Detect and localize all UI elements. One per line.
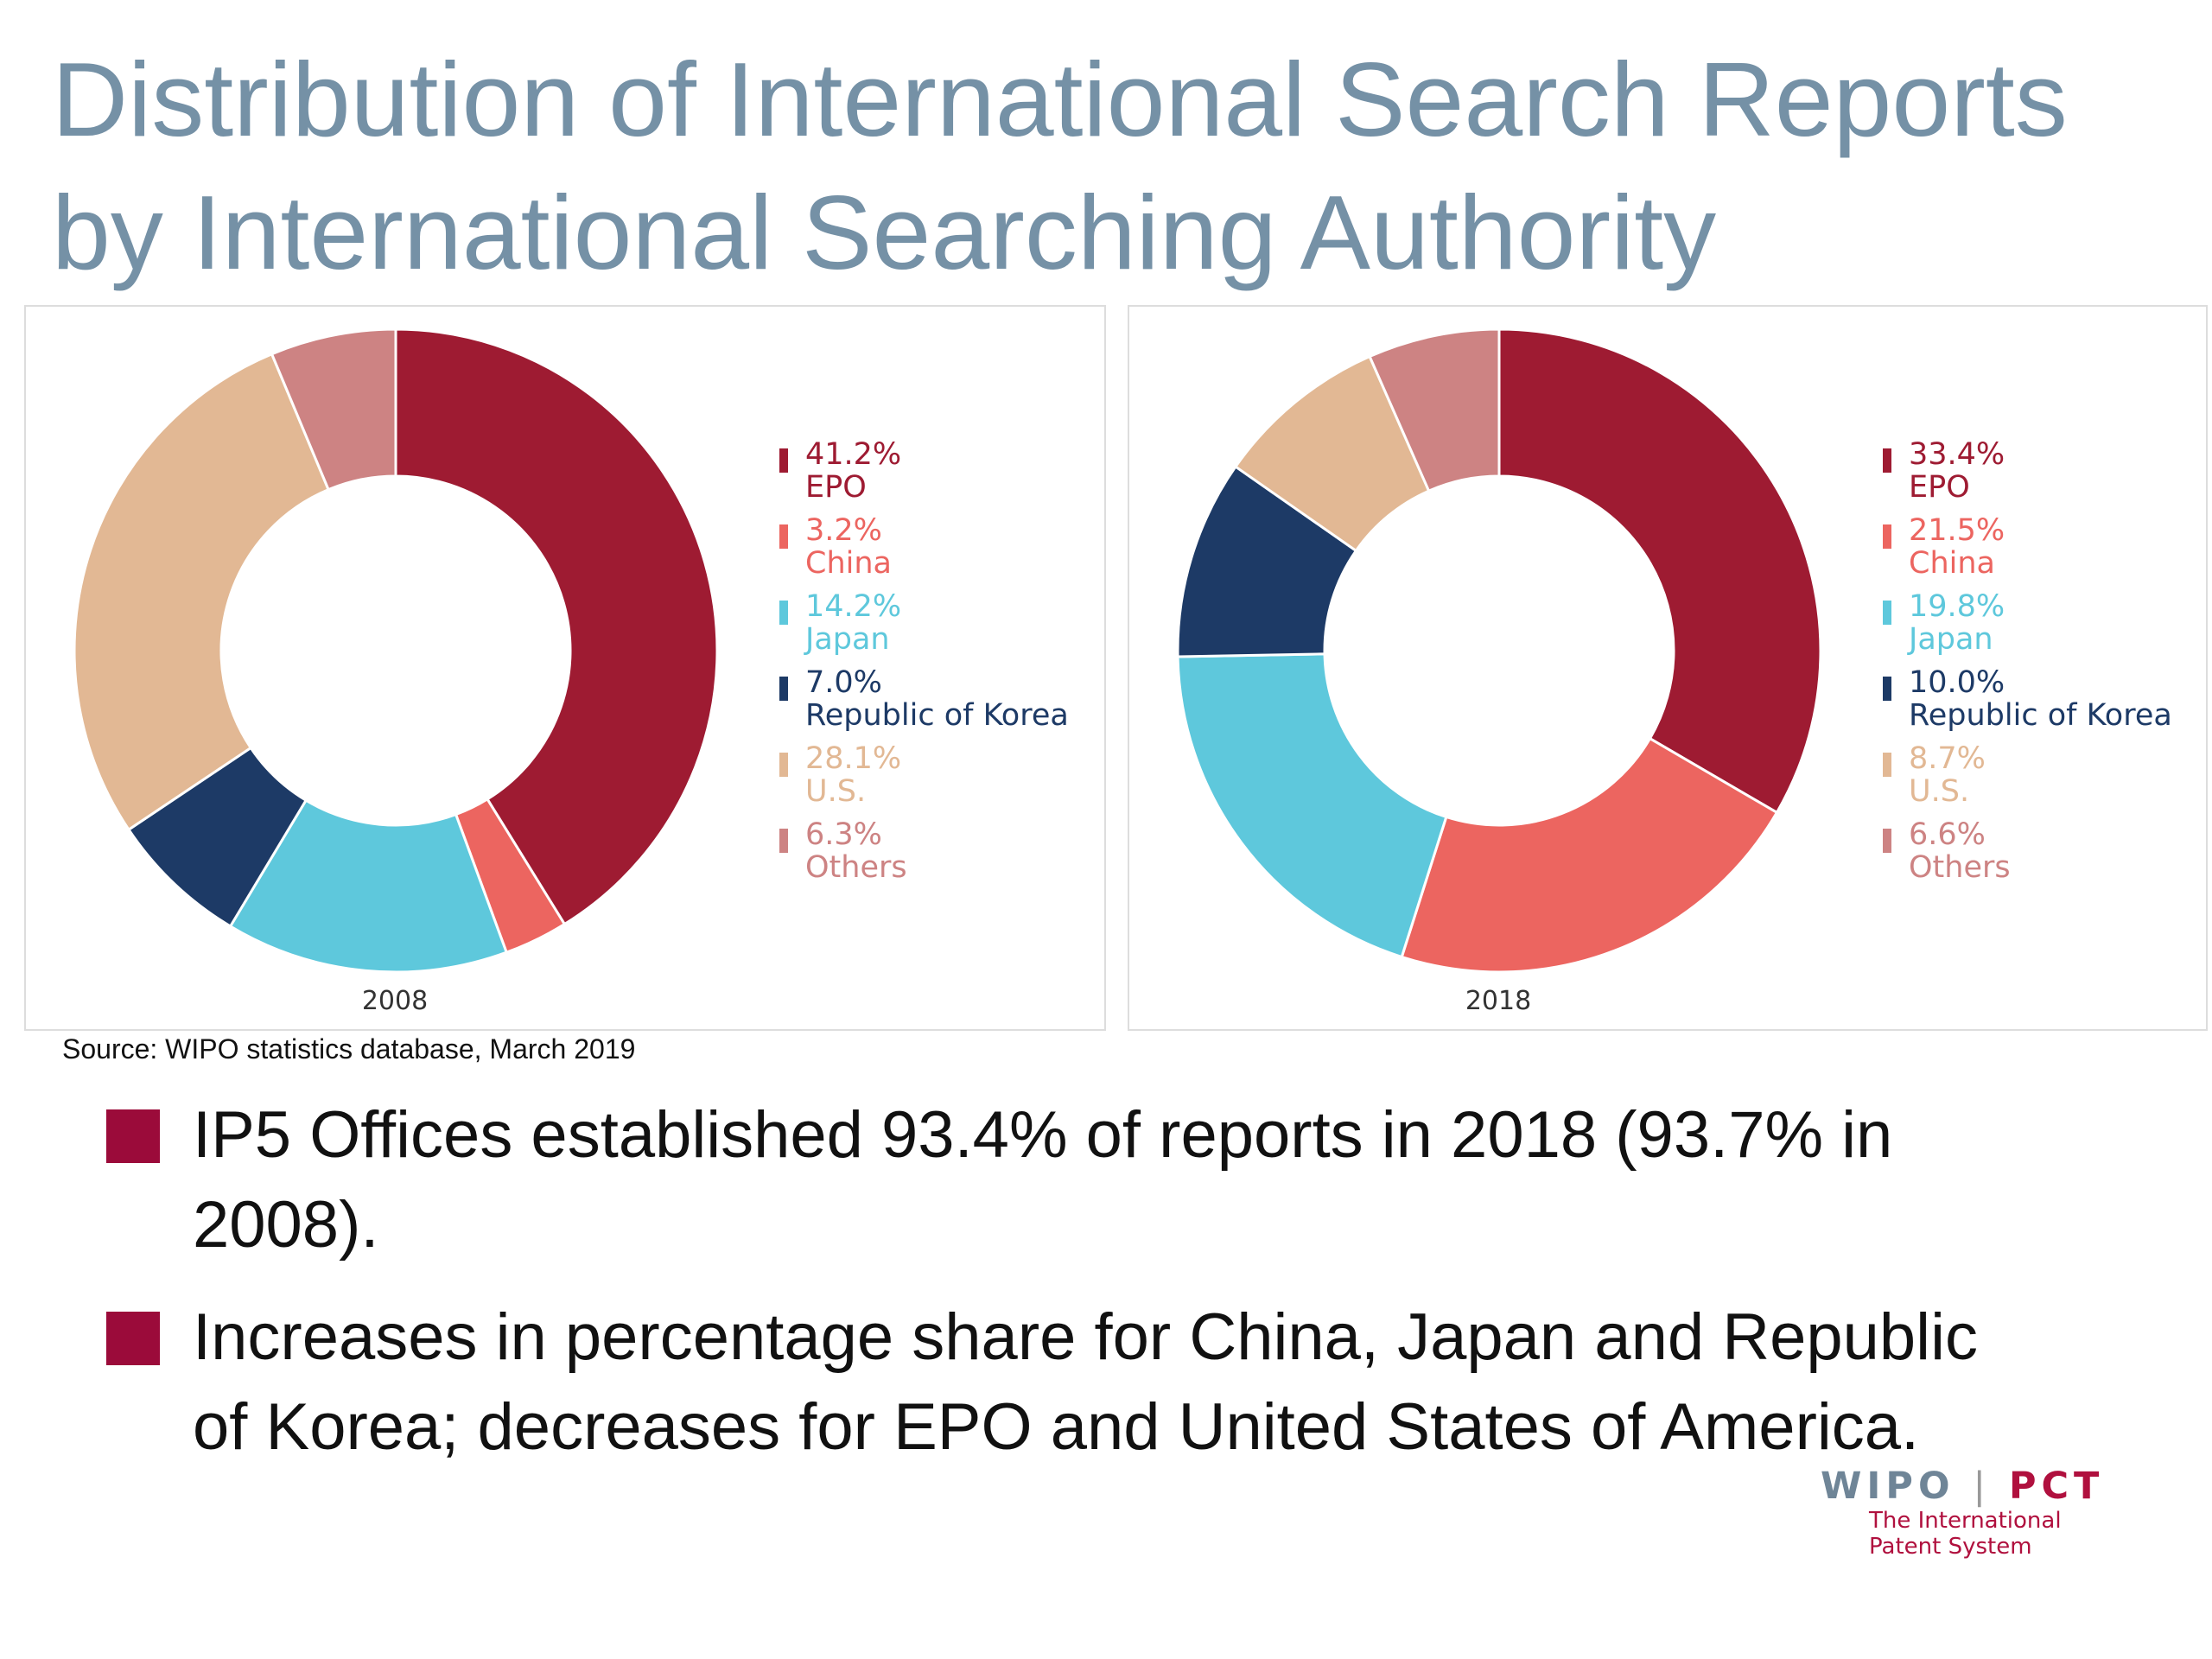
legend-label-epo: EPO [1909,470,1970,505]
donut-slice-china [1400,736,1779,974]
legend-label-others: Others [805,850,907,885]
legend-item-others: 6.3% Others [779,818,1069,894]
legend-2008: 41.2% EPO 3.2% China 14.2% Japan 7.0% Republic … [779,438,1069,894]
chart-panel-2008: 41.2% EPO 3.2% China 14.2% Japan 7.0% Republic … [24,305,1106,1031]
donut-slice-japan [228,798,509,974]
legend-item-epo: 33.4% EPO [1883,438,2172,514]
legend-value-epo: 41.2% [805,437,902,472]
legend-label-republic-of-korea: Republic of Korea [805,698,1069,733]
legend-swatch-china [779,524,788,549]
bullet-text: IP5 Offices established 93.4% of reports… [193,1098,1893,1262]
chart-panel-2018: 33.4% EPO 21.5% China 19.8% Japan 10.0% Republi… [1128,305,2208,1031]
donut-slice-others [1368,327,1501,493]
legend-item-u-s-: 8.7% U.S. [1883,742,2172,818]
donut-slice-epo [1497,327,1822,815]
legend-label-u-s-: U.S. [1909,774,1970,809]
logo-subtitle-1: The International [1869,1508,2062,1534]
legend-swatch-japan [1883,601,1891,625]
legend-item-china: 21.5% China [1883,514,2172,590]
logo-separator: | [1973,1465,1991,1508]
source-note: Source: WIPO statistics database, March … [62,1033,636,1065]
legend-value-japan: 19.8% [1909,589,2005,624]
legend-value-epo: 33.4% [1909,437,2005,472]
legend-swatch-republic-of-korea [779,677,788,701]
legend-swatch-u-s- [1883,753,1891,777]
legend-value-japan: 14.2% [805,589,902,624]
donut-chart-2018 [1176,327,1822,974]
legend-label-china: China [1909,546,1995,581]
donut-slice-others [270,327,397,492]
logo-wipo: WIPO [1821,1465,1955,1508]
legend-label-japan: Japan [1909,622,1993,657]
legend-swatch-republic-of-korea [1883,677,1891,701]
donut-slice-japan [1176,652,1448,959]
legend-item-china: 3.2% China [779,514,1069,590]
legend-label-u-s-: U.S. [805,774,867,809]
legend-label-epo: EPO [805,470,867,505]
legend-value-u-s-: 8.7% [1909,741,1986,776]
bullet-text: Increases in percentage share for China,… [193,1300,1978,1464]
bullet-list: IP5 Offices established 93.4% of reports… [106,1090,2050,1495]
bullet-item: Increases in percentage share for China,… [106,1293,2050,1472]
chart-title-2008: 2008 [361,986,429,1016]
legend-swatch-japan [779,601,788,625]
chart-title-2018: 2018 [1465,986,1532,1016]
legend-swatch-others [779,829,788,853]
legend-value-u-s-: 28.1% [805,741,902,776]
legend-item-republic-of-korea: 10.0% Republic of Korea [1883,666,2172,742]
legend-item-epo: 41.2% EPO [779,438,1069,514]
legend-swatch-others [1883,829,1891,853]
legend-item-others: 6.6% Others [1883,818,2172,894]
bullet-item: IP5 Offices established 93.4% of reports… [106,1090,2050,1270]
legend-swatch-epo [1883,448,1891,473]
legend-label-japan: Japan [805,622,890,657]
legend-value-others: 6.6% [1909,817,1986,852]
wipo-pct-logo: WIPO | PCT The International Patent Syst… [1821,1465,2099,1560]
legend-value-others: 6.3% [805,817,882,852]
bullet-square-icon [106,1109,160,1163]
legend-label-others: Others [1909,850,2011,885]
donut-slice-u-s- [73,352,331,832]
donut-slice-epo [394,327,719,926]
legend-value-china: 3.2% [805,513,882,548]
legend-value-china: 21.5% [1909,513,2005,548]
title-line-2: by International Searching Authority [52,174,1717,291]
bullet-square-icon [106,1312,160,1365]
legend-swatch-china [1883,524,1891,549]
legend-item-japan: 19.8% Japan [1883,590,2172,666]
legend-swatch-epo [779,448,788,473]
legend-2018: 33.4% EPO 21.5% China 19.8% Japan 10.0% Republi… [1883,438,2172,894]
legend-item-republic-of-korea: 7.0% Republic of Korea [779,666,1069,742]
legend-label-china: China [805,546,892,581]
legend-label-republic-of-korea: Republic of Korea [1909,698,2172,733]
legend-swatch-u-s- [779,753,788,777]
legend-value-republic-of-korea: 10.0% [1909,665,2005,700]
legend-value-republic-of-korea: 7.0% [805,665,882,700]
legend-item-u-s-: 28.1% U.S. [779,742,1069,818]
slide-title: Distribution of International Search Rep… [52,33,2177,299]
logo-subtitle-2: Patent System [1869,1534,2032,1560]
logo-pct: PCT [2008,1465,2105,1508]
legend-item-japan: 14.2% Japan [779,590,1069,666]
title-line-1: Distribution of International Search Rep… [52,41,2068,158]
logo-wordmark: WIPO | PCT [1821,1465,2099,1508]
donut-chart-2008 [73,327,719,974]
